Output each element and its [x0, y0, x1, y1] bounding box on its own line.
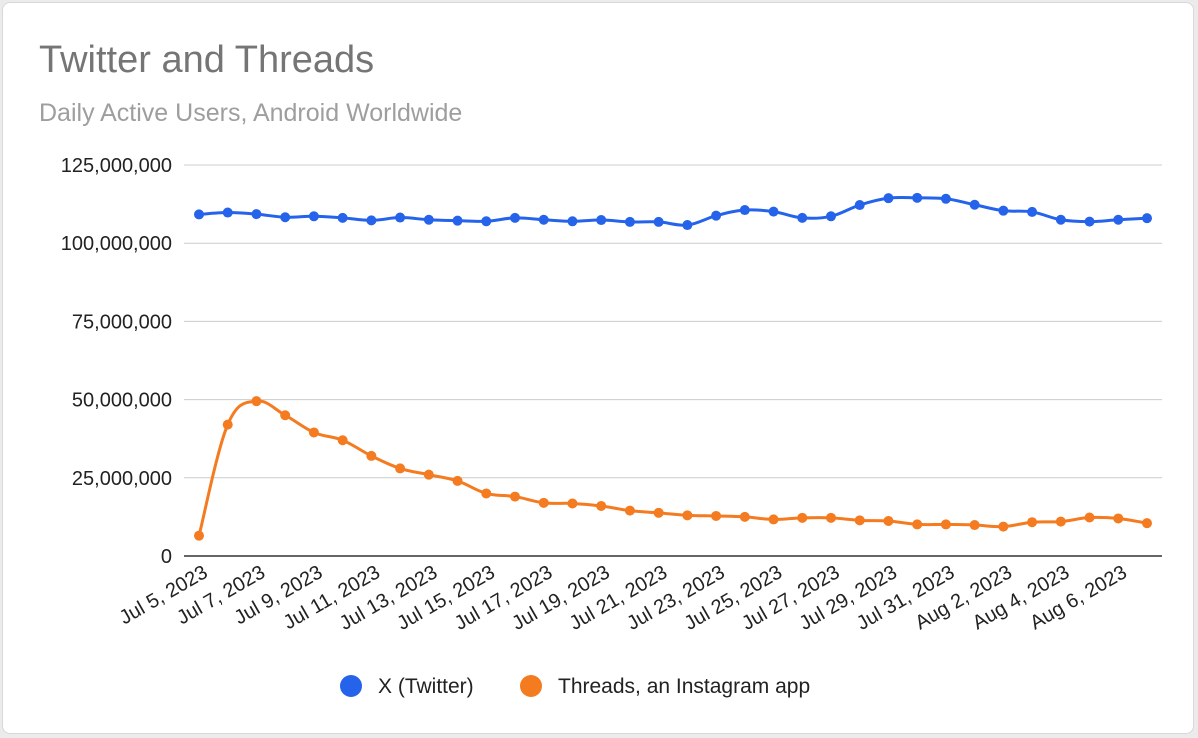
data-point-threads [768, 514, 779, 525]
data-point-threads [1084, 512, 1095, 523]
data-point-threads [481, 488, 492, 499]
data-point-twitter [337, 212, 348, 223]
data-point-threads [711, 510, 722, 521]
data-point-twitter [912, 192, 923, 203]
data-point-twitter [1055, 214, 1066, 225]
legend: X (Twitter) Threads, an Instagram app [340, 675, 810, 698]
legend-label-twitter: X (Twitter) [378, 675, 474, 698]
data-point-twitter [682, 220, 693, 231]
data-point-twitter [883, 193, 894, 204]
chart-title: Twitter and Threads [39, 39, 375, 81]
data-point-twitter [969, 199, 980, 210]
data-point-twitter [624, 216, 635, 227]
data-point-twitter [366, 215, 377, 226]
data-point-threads [739, 511, 750, 522]
data-point-threads [624, 505, 635, 516]
data-point-threads [452, 475, 463, 486]
legend-swatch-twitter [340, 675, 362, 697]
data-point-threads [1142, 518, 1152, 529]
data-point-twitter [998, 205, 1009, 216]
data-point-threads [883, 515, 894, 526]
data-point-threads [395, 463, 406, 474]
data-point-twitter [222, 207, 233, 218]
data-point-threads [251, 396, 262, 407]
data-point-twitter [308, 211, 319, 222]
data-point-twitter [797, 212, 808, 223]
data-point-twitter [538, 214, 549, 225]
series-line-twitter [198, 195, 1148, 227]
data-point-twitter [1084, 216, 1095, 227]
y-tick-label: 50,000,000 [72, 390, 172, 412]
data-point-threads [510, 491, 520, 502]
data-point-twitter [452, 215, 463, 226]
y-tick-label: 75,000,000 [72, 311, 172, 333]
series-line-threads [197, 399, 1148, 537]
data-point-twitter [596, 215, 607, 226]
data-point-threads [423, 469, 434, 480]
data-point-threads [222, 419, 233, 430]
data-point-twitter [423, 214, 434, 225]
data-point-twitter [1113, 214, 1124, 225]
data-point-twitter [481, 216, 492, 227]
data-point-twitter [1027, 206, 1038, 217]
data-point-twitter [567, 216, 578, 227]
plot-area [194, 192, 1152, 541]
chart-subtitle: Daily Active Users, Android Worldwide [39, 99, 463, 127]
legend-label-threads: Threads, an Instagram app [558, 675, 810, 698]
data-point-twitter [826, 211, 836, 222]
data-point-twitter [510, 212, 520, 223]
y-tick-label: 125,000,000 [61, 155, 172, 177]
data-point-threads [194, 530, 204, 541]
data-point-threads [366, 450, 377, 461]
data-point-twitter [854, 200, 865, 211]
data-point-twitter [251, 209, 262, 220]
data-point-twitter [768, 206, 779, 217]
data-point-twitter [280, 212, 291, 223]
data-point-threads [653, 507, 664, 518]
data-point-threads [1113, 513, 1124, 524]
data-point-twitter [739, 205, 750, 216]
data-point-threads [567, 498, 578, 509]
data-point-threads [280, 410, 291, 421]
data-point-threads [826, 512, 836, 523]
data-point-threads [1055, 516, 1066, 527]
legend-swatch-threads [520, 675, 542, 697]
data-point-threads [912, 519, 923, 530]
data-point-twitter [194, 209, 204, 220]
data-point-threads [682, 510, 693, 521]
data-point-twitter [711, 210, 722, 221]
data-point-threads [998, 521, 1009, 532]
data-point-twitter [395, 212, 406, 223]
data-point-threads [940, 519, 951, 530]
gridlines [184, 164, 1162, 557]
data-point-threads [797, 512, 808, 523]
y-tick-label: 100,000,000 [61, 233, 172, 255]
data-point-threads [308, 427, 319, 438]
data-point-threads [596, 500, 607, 511]
y-axis: 0 25,000,000 50,000,000 75,000,000 100,000,0… [61, 155, 172, 568]
data-point-threads [337, 435, 348, 446]
data-point-threads [1027, 517, 1038, 528]
y-tick-label: 25,000,000 [72, 468, 172, 490]
data-point-threads [854, 515, 865, 526]
data-point-twitter [1142, 213, 1152, 224]
data-point-twitter [653, 216, 664, 227]
data-point-threads [969, 520, 980, 531]
y-tick-label: 0 [161, 546, 172, 568]
data-point-threads [538, 497, 549, 508]
data-point-twitter [940, 193, 951, 204]
